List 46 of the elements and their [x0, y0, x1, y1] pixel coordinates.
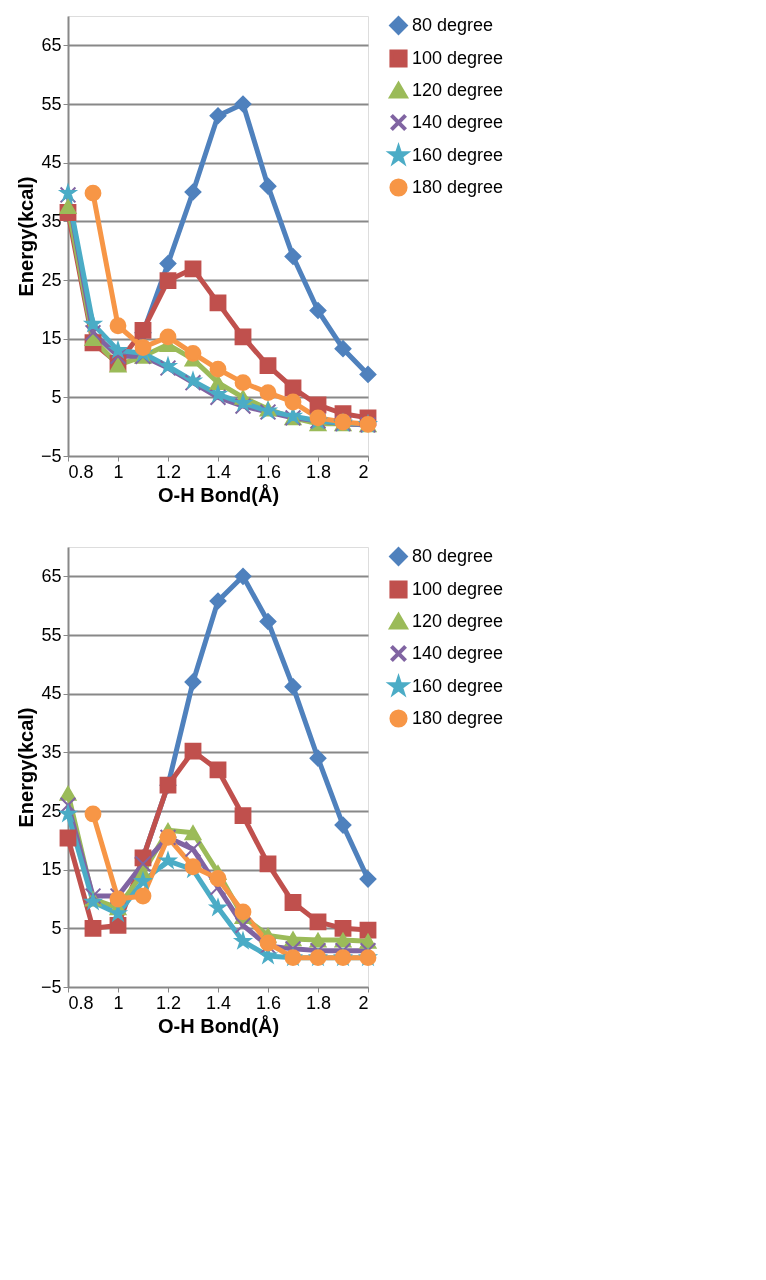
y-tick-label: 35 — [41, 210, 62, 231]
legend-label: 80 degree — [412, 545, 494, 566]
x-tick-label: 1.6 — [255, 992, 282, 1013]
legend-label: 140 degree — [412, 642, 504, 663]
y-tick-label: 25 — [41, 269, 62, 290]
y-tick-label: 15 — [41, 859, 62, 880]
x-tick-label: 1 — [113, 992, 124, 1013]
legend-label: 160 degree — [412, 675, 504, 696]
legend-label: 160 degree — [412, 144, 504, 165]
x-tick-label: 0.8 — [68, 461, 94, 482]
legend-label: 120 degree — [412, 610, 504, 631]
y-tick-label: 25 — [41, 800, 62, 821]
y-tick-label: 35 — [41, 741, 62, 762]
legend-label: 80 degree — [412, 14, 494, 35]
x-axis-title: O-H Bond(Å) — [157, 1013, 280, 1037]
y-tick-label: 45 — [41, 683, 62, 704]
y-tick-label: 55 — [41, 624, 62, 645]
y-tick-label: 55 — [41, 93, 62, 114]
x-tick-label: 2 — [358, 461, 369, 482]
y-axis-title: Energy(kcal) — [14, 707, 37, 828]
x-tick-label: 2 — [358, 992, 369, 1013]
y-tick-label: 45 — [41, 152, 62, 173]
x-tick-label: 1.8 — [305, 461, 332, 482]
x-tick-label: 1.4 — [205, 461, 232, 482]
y-tick-label: 5 — [51, 917, 62, 938]
x-tick-label: 1.2 — [155, 461, 182, 482]
y-axis-title: Energy(kcal) — [14, 176, 37, 297]
legend-label: 180 degree — [412, 176, 504, 197]
legend-label: 180 degree — [412, 707, 504, 728]
y-tick-label: 15 — [41, 328, 62, 349]
legend-label: 100 degree — [412, 47, 504, 68]
y-tick-label: 65 — [41, 565, 62, 586]
x-tick-label: 1.6 — [255, 461, 282, 482]
x-tick-label: 1 — [113, 461, 124, 482]
legend-label: 100 degree — [412, 578, 504, 599]
y-tick-label: −5 — [40, 976, 62, 997]
x-axis-title: O-H Bond(Å) — [157, 482, 280, 506]
x-tick-label: 1.8 — [305, 992, 332, 1013]
y-tick-label: −5 — [40, 445, 62, 466]
x-tick-label: 1.2 — [155, 992, 182, 1013]
legend-label: 140 degree — [412, 111, 504, 132]
x-tick-label: 0.8 — [68, 992, 94, 1013]
x-tick-label: 1.4 — [205, 992, 232, 1013]
y-tick-label: 5 — [51, 386, 62, 407]
y-tick-label: 65 — [41, 34, 62, 55]
legend-label: 120 degree — [412, 79, 504, 100]
